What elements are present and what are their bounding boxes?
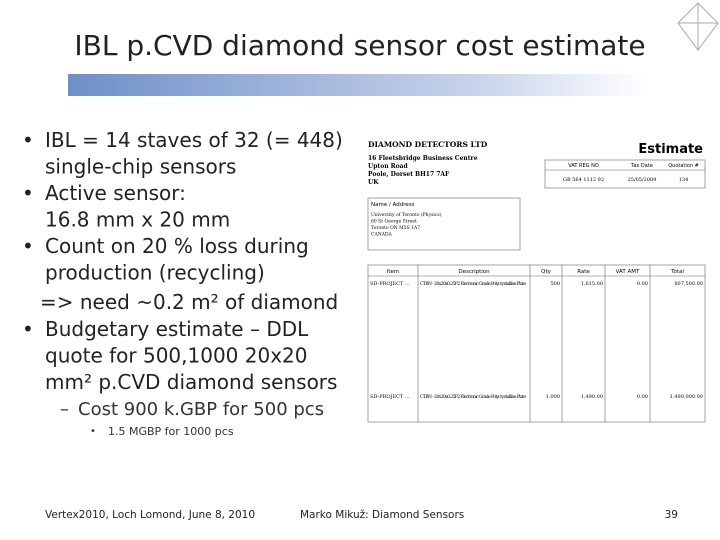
company-address: Poole, Dorset BH17 7AF [368, 171, 450, 178]
item-cell: 500 [550, 281, 560, 287]
bullet-text: Budgetary estimate – DDL [45, 317, 309, 341]
item-cell: 1,490,000.00 [670, 394, 703, 400]
footer-left: Vertex2010, Loch Lomond, June 8, 2010 [45, 509, 255, 521]
info-table [544, 159, 706, 189]
info-header: VAT REG NO [568, 163, 599, 169]
item-header: VAT AMT [616, 269, 640, 275]
item-cell: 1,000 [546, 394, 560, 400]
sub-sub-bullet-text: 1.5 MGBP for 1000 pcs [108, 425, 234, 438]
item-header: Rate [577, 269, 590, 275]
bullet-dot: • [22, 181, 34, 205]
customer-line: Toronto ON M5S 1A7 [371, 225, 420, 231]
bullet-text: Active sensor: [45, 181, 186, 205]
footer-center: Marko Mikuž: Diamond Sensors [300, 509, 464, 521]
logo [677, 2, 719, 51]
name-box [367, 197, 521, 251]
title: IBL p.CVD diamond sensor cost estimate [74, 29, 645, 62]
item-header: Qty [541, 269, 551, 275]
company-address: 16 Fleetsbridge Business Centre [368, 155, 478, 162]
item-cell: 0.00 [637, 394, 648, 400]
customer-line: University of Toronto (Physics) [371, 211, 442, 218]
info-value: 25/05/2009 [628, 177, 657, 183]
info-value: GB 564 1112 92 [563, 177, 604, 183]
sub-bullet-dash: – [60, 399, 69, 420]
info-value: 134 [679, 177, 689, 183]
bullet-dot: • [22, 317, 34, 341]
item-table [367, 264, 706, 423]
item-cell: 0.00 [637, 281, 648, 287]
item-header: Description [458, 269, 490, 275]
info-header: Tax Date [630, 163, 653, 169]
item-cell: CTBN - 20x20x0.25P2 Electronic Grade Pol… [420, 394, 526, 400]
item-header: Total [670, 269, 684, 275]
customer-line: 60 St George Street [371, 219, 417, 225]
bullet-text: Count on 20 % loss during [45, 234, 309, 258]
sub-bullet-text: Cost 900 k.GBP for 500 pcs [78, 399, 324, 420]
item-cell: SD-PROJECT ... [370, 394, 410, 400]
name-label: Name / Address [371, 202, 415, 208]
bullet-text: 16.8 mm x 20 mm [45, 208, 230, 232]
bullet-text: IBL = 14 staves of 32 (= 448) [45, 128, 343, 152]
item-cell: 1,490.00 [581, 394, 603, 400]
bullet-text: quote for 500,1000 20x20 [45, 344, 308, 368]
info-header: Quotation # [668, 163, 699, 169]
item-cell: SD-PROJECT ... [370, 281, 410, 287]
estimate-heading: Estimate [638, 142, 703, 157]
bullet-dot: • [22, 234, 34, 258]
page-number: 39 [665, 509, 678, 521]
bullet-text: production (recycling) [45, 261, 265, 285]
title-bar [68, 74, 648, 96]
sub-sub-bullet-dot: • [90, 426, 96, 437]
note-text: => need ~0.2 m² of diamond [40, 290, 338, 314]
item-cell: CTBN - 20x20x0.25P2 Electronic Grade Pol… [420, 281, 526, 287]
bullet-text: mm² p.CVD diamond sensors [45, 370, 337, 394]
item-cell: 807,500.00 [674, 281, 703, 287]
bullet-dot: • [22, 128, 34, 152]
company-address: Upton Road [368, 163, 409, 170]
company-name: DIAMOND DETECTORS LTD [368, 140, 488, 149]
item-cell: 1,615.00 [581, 281, 603, 287]
customer-line: CANADA [371, 232, 392, 238]
bullet-text: single-chip sensors [45, 155, 236, 179]
item-header: Item [387, 269, 400, 275]
company-address: UK [368, 179, 379, 186]
